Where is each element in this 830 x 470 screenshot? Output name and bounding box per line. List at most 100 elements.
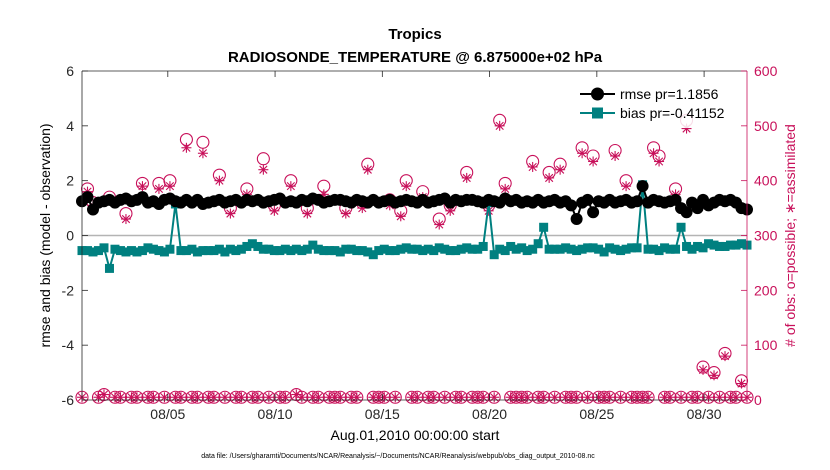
x-tick-label: 08/30 xyxy=(687,406,722,422)
bias-markers xyxy=(77,180,752,273)
possible-point xyxy=(273,390,287,404)
possible-point xyxy=(377,390,391,404)
bias-point xyxy=(214,244,224,254)
possible-point xyxy=(405,390,419,404)
possible-point xyxy=(614,390,628,404)
bias-point xyxy=(726,240,736,250)
legend-rmse-marker xyxy=(591,87,604,101)
assimilated-point xyxy=(439,392,450,403)
possible-point xyxy=(135,176,150,190)
bias-point xyxy=(687,244,697,254)
bias-point xyxy=(407,244,417,254)
possible-point xyxy=(212,168,226,182)
possible-point xyxy=(707,366,721,380)
assimilated-point-stroke xyxy=(259,165,268,174)
bias-point xyxy=(319,246,329,256)
bias-point xyxy=(115,246,125,256)
y2-axis-label: # of obs: o=possible; ∗=assimilated xyxy=(782,124,798,347)
bias-point xyxy=(456,244,466,254)
bias-point xyxy=(82,246,92,256)
bias-point xyxy=(137,246,147,256)
bias-point xyxy=(181,246,191,256)
bias-point xyxy=(528,244,538,254)
possible-point xyxy=(471,390,485,404)
bias-point xyxy=(671,244,681,254)
bias-point xyxy=(522,246,532,256)
possible-point xyxy=(124,390,139,404)
x-tick-label: 08/20 xyxy=(472,406,507,422)
possible-point xyxy=(421,390,435,404)
possible-point xyxy=(399,174,413,188)
possible-point xyxy=(119,207,133,221)
bias-point xyxy=(517,243,527,253)
bias-point xyxy=(412,244,422,254)
possible-point xyxy=(658,390,672,404)
assimilated-point xyxy=(263,392,274,403)
bias-point xyxy=(566,244,576,254)
possible-point xyxy=(207,390,221,404)
possible-point xyxy=(641,390,655,404)
bias-point xyxy=(275,246,285,256)
bias-point xyxy=(599,247,609,257)
bias-point xyxy=(346,244,356,254)
possible-point xyxy=(608,143,622,158)
assimilated-point xyxy=(219,392,230,403)
possible-point xyxy=(504,390,518,404)
possible-point xyxy=(174,390,188,404)
possible-point xyxy=(685,390,699,404)
bias-point xyxy=(286,246,296,256)
bias-point xyxy=(577,244,587,254)
y-tick-label: -2 xyxy=(62,282,75,298)
possible-point xyxy=(361,157,375,171)
possible-point xyxy=(295,390,309,404)
possible-point xyxy=(636,390,650,404)
possible-point xyxy=(130,390,144,404)
possible-point xyxy=(701,390,716,404)
bias-point xyxy=(616,246,626,256)
possible-point xyxy=(185,390,199,404)
possible-point xyxy=(201,390,215,404)
possible-point xyxy=(168,390,182,404)
legend: rmse pr=1.1856 bias pr=-0.41152 xyxy=(576,82,736,128)
bias-point xyxy=(242,241,252,251)
bias-point xyxy=(583,243,593,253)
assimilated-point xyxy=(549,392,560,403)
bias-point xyxy=(308,240,318,250)
possible-point xyxy=(625,390,639,404)
possible-point xyxy=(652,149,666,163)
bias-point xyxy=(385,246,395,256)
bias-point xyxy=(621,244,631,254)
rmse-point xyxy=(587,206,600,219)
bias-point xyxy=(148,244,158,254)
possible-point xyxy=(603,390,617,404)
possible-point xyxy=(696,360,710,374)
bias-point xyxy=(676,222,686,232)
x-axis-label: Aug.01,2010 00:00:00 start xyxy=(331,427,500,443)
bias-point xyxy=(495,244,505,254)
assimilated-point xyxy=(489,392,500,403)
bias-point xyxy=(363,247,373,257)
bias-point xyxy=(368,250,378,260)
assimilated-point xyxy=(676,392,687,403)
y-tick-label: 2 xyxy=(66,173,74,189)
bias-point xyxy=(132,247,142,257)
possible-point xyxy=(108,390,122,404)
possible-point xyxy=(520,390,534,404)
bias-point xyxy=(698,243,708,253)
y-tick-label: -6 xyxy=(62,392,75,408)
bias-point xyxy=(154,246,164,256)
possible-point xyxy=(284,174,298,188)
bias-point xyxy=(297,246,307,256)
x-tick-label: 08/10 xyxy=(258,406,293,422)
y2-tick-label: 500 xyxy=(754,118,778,134)
assimilated-point xyxy=(582,392,593,403)
bias-point xyxy=(121,247,131,257)
possible-point xyxy=(690,390,705,404)
rmse-point xyxy=(636,180,649,193)
possible-point xyxy=(454,390,468,404)
bias-point xyxy=(231,246,241,256)
bias-point xyxy=(258,244,268,254)
rmse-point xyxy=(631,195,644,208)
possible-point xyxy=(306,390,320,404)
possible-point xyxy=(734,374,749,388)
